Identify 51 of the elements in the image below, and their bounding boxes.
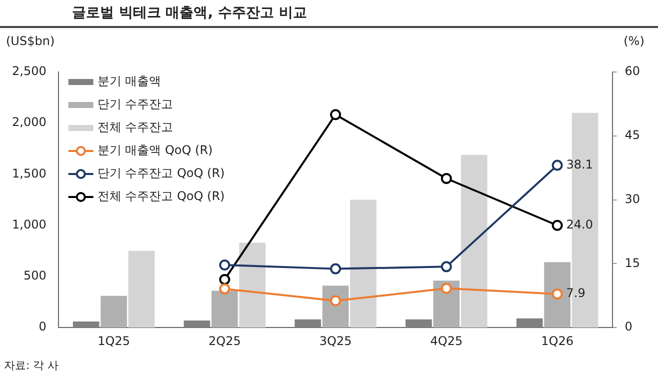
point — [440, 282, 452, 294]
bar — [212, 290, 238, 328]
point — [440, 261, 452, 272]
bar — [294, 319, 321, 328]
text: 자료: 각 사 — [4, 358, 59, 373]
point — [552, 288, 563, 300]
y-tick-label: 1,000 — [12, 217, 46, 232]
y2-axis-title: (%) — [624, 34, 644, 48]
point — [440, 173, 452, 184]
legend-label: 전체 수주잔고 QoQ (R) — [97, 189, 225, 204]
chart-title: 글로벌 빅테크 매출액, 수주잔고 비교 — [72, 4, 307, 22]
bar — [460, 154, 488, 328]
bar — [516, 318, 543, 328]
y-tick-label: 500 — [23, 268, 46, 283]
data-label: 38.1 — [566, 157, 594, 172]
legend-label: 분기 매출액 QoQ (R) — [97, 143, 213, 158]
bar — [100, 296, 127, 328]
point — [219, 283, 230, 294]
point — [219, 274, 230, 285]
point — [552, 220, 563, 231]
data-label: 24.0 — [566, 217, 594, 232]
legend-label: 전체 수주잔고 — [97, 120, 174, 134]
bar — [350, 200, 376, 328]
bar — [72, 321, 100, 328]
y-tick-label: 1,500 — [12, 166, 46, 180]
point — [552, 160, 563, 171]
x-tick-label: 3Q25 — [319, 334, 352, 348]
y-tick-label: 0 — [38, 320, 46, 334]
bar — [406, 319, 432, 328]
y-axis-title: (US$bn) — [6, 34, 55, 48]
x-tick-label: 1Q25 — [98, 334, 130, 348]
y2-tick-label: 30 — [624, 192, 640, 206]
y2-tick-label: 0 — [624, 320, 632, 334]
y2-tick-label: 45 — [624, 128, 640, 142]
y2-tick-label: 15 — [624, 256, 640, 270]
y2-tick-label: 60 — [624, 64, 640, 78]
legend-label: 분기 매출액 — [97, 74, 162, 88]
x-tick-label: 4Q25 — [430, 334, 463, 348]
legend-label: 단기 수주잔고 QoQ (R) — [97, 166, 225, 180]
data-label: 7.9 — [566, 286, 586, 300]
point — [330, 263, 342, 274]
x-tick-label: 2Q25 — [208, 334, 241, 348]
y-tick-label: 2,500 — [12, 64, 46, 78]
point — [330, 109, 342, 120]
bar — [184, 320, 210, 328]
bar — [128, 250, 155, 328]
bar — [239, 242, 266, 328]
y-tick-label: 2,000 — [12, 115, 46, 130]
legend-label: 단기 수주잔고 — [97, 97, 174, 112]
point — [219, 259, 230, 270]
x-tick-label: 1Q26 — [541, 334, 574, 348]
